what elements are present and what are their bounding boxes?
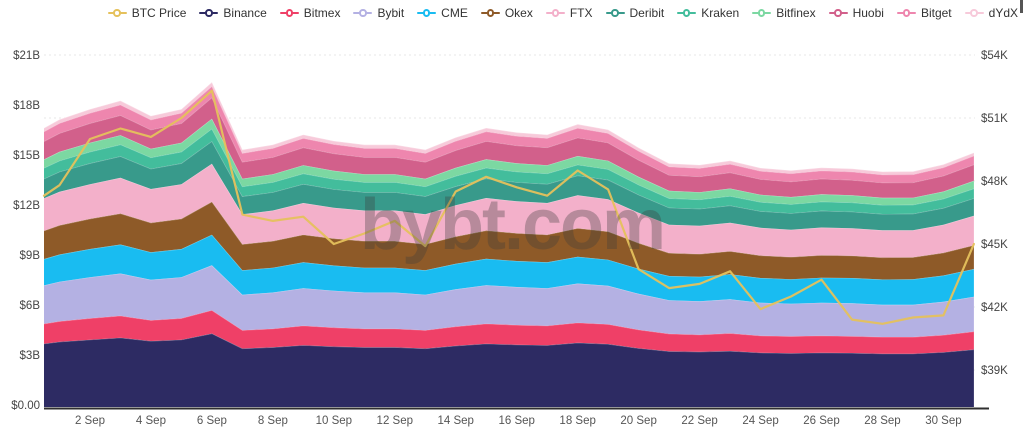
x-axis-label: 18 Sep <box>559 415 595 427</box>
legend-marker-icon <box>752 9 772 18</box>
legend-label: Deribit <box>629 6 665 20</box>
area-ftx[interactable] <box>44 163 974 258</box>
scrollbar-thumb[interactable] <box>1020 0 1023 13</box>
legend-marker-icon <box>545 9 565 18</box>
legend-marker-icon <box>677 9 697 18</box>
area-bitmex[interactable] <box>44 310 974 354</box>
legend-item-deribit[interactable]: Deribit <box>605 6 665 20</box>
legend-label: Bitget <box>920 6 952 20</box>
x-axis-label: 24 Sep <box>742 415 778 427</box>
legend-marker-icon <box>417 9 437 18</box>
legend-item-bitmex[interactable]: Bitmex <box>279 6 341 20</box>
x-axis-label: 20 Sep <box>620 415 656 427</box>
y-axis-label-right: $54K <box>981 50 1008 62</box>
legend-marker-icon <box>480 9 500 18</box>
btc-price-line[interactable] <box>42 89 976 325</box>
legend-marker-icon <box>279 9 299 18</box>
x-axis-label: 4 Sep <box>136 415 166 427</box>
legend-label: Bitmex <box>303 6 341 20</box>
legend-label: Kraken <box>701 6 740 20</box>
y-axis-label-left: $6B <box>20 300 41 312</box>
legend-label: dYdX <box>988 6 1018 20</box>
x-axis-label: 10 Sep <box>316 415 352 427</box>
x-axis-label: 12 Sep <box>377 415 413 427</box>
legend-item-okex[interactable]: Okex <box>480 6 533 20</box>
legend-marker-icon <box>828 9 848 18</box>
x-axis-label: 6 Sep <box>197 415 227 427</box>
legend-label: Okex <box>504 6 533 20</box>
y-axis-label-right: $42K <box>981 302 1008 314</box>
legend-marker-icon <box>896 9 916 18</box>
legend-label: Huobi <box>852 6 884 20</box>
legend-item-btc-price[interactable]: BTC Price <box>107 6 187 20</box>
legend-label: Bybit <box>377 6 405 20</box>
x-axis-label: 26 Sep <box>803 415 839 427</box>
area-bybit[interactable] <box>44 265 974 337</box>
x-axis-label: 8 Sep <box>258 415 288 427</box>
legend-item-dydx[interactable]: dYdX <box>964 6 1018 20</box>
legend-item-kraken[interactable]: Kraken <box>677 6 739 20</box>
legend-item-huobi[interactable]: Huobi <box>828 6 884 20</box>
area-binance[interactable] <box>44 333 974 408</box>
y-axis-label-right: $51K <box>981 113 1008 125</box>
x-axis-label: 22 Sep <box>681 415 717 427</box>
legend-marker-icon <box>964 9 984 18</box>
y-axis-label-left: $0.00 <box>11 400 40 412</box>
legend-marker-icon <box>353 9 373 18</box>
y-axis-label-right: $48K <box>981 176 1008 188</box>
y-axis-label-left: $3B <box>20 350 41 362</box>
area-okex[interactable] <box>44 201 974 280</box>
legend-marker-icon <box>107 9 127 18</box>
legend-item-bitfinex[interactable]: Bitfinex <box>752 6 816 20</box>
area-top-edge <box>43 81 975 173</box>
y-axis-label-left: $15B <box>13 150 40 162</box>
x-axis-label: 30 Sep <box>925 415 961 427</box>
legend-item-bitget[interactable]: Bitget <box>896 6 952 20</box>
legend-item-ftx[interactable]: FTX <box>545 6 593 20</box>
area-bitget[interactable] <box>44 86 974 183</box>
legend-label: Bitfinex <box>776 6 816 20</box>
legend-label: CME <box>441 6 468 20</box>
y-axis-label-left: $9B <box>20 250 41 262</box>
x-axis-label: 16 Sep <box>498 415 534 427</box>
area-kraken[interactable] <box>44 128 974 214</box>
legend: BTC Price Binance Bitmex Bybit CME Okex FTX Der… <box>107 6 1018 20</box>
y-axis-label-right: $39K <box>981 365 1008 377</box>
y-axis-label-left: $12B <box>13 200 40 212</box>
legend-marker-icon <box>199 9 219 18</box>
legend-label: BTC Price <box>131 6 187 20</box>
legend-marker-icon <box>605 9 625 18</box>
x-axis-label: 14 Sep <box>438 415 474 427</box>
legend-item-bybit[interactable]: Bybit <box>353 6 404 20</box>
legend-item-cme[interactable]: CME <box>417 6 468 20</box>
y-axis-label-left: $21B <box>13 50 40 62</box>
legend-label: Binance <box>223 6 267 20</box>
y-axis-label-right: $45K <box>981 239 1008 251</box>
y-axis-label-left: $18B <box>13 100 40 112</box>
legend-label: FTX <box>569 6 593 20</box>
x-axis-label: 28 Sep <box>864 415 900 427</box>
legend-item-binance[interactable]: Binance <box>199 6 267 20</box>
area-cme[interactable] <box>44 234 974 305</box>
x-axis-label: 2 Sep <box>75 415 105 427</box>
area-huobi[interactable] <box>44 97 974 198</box>
